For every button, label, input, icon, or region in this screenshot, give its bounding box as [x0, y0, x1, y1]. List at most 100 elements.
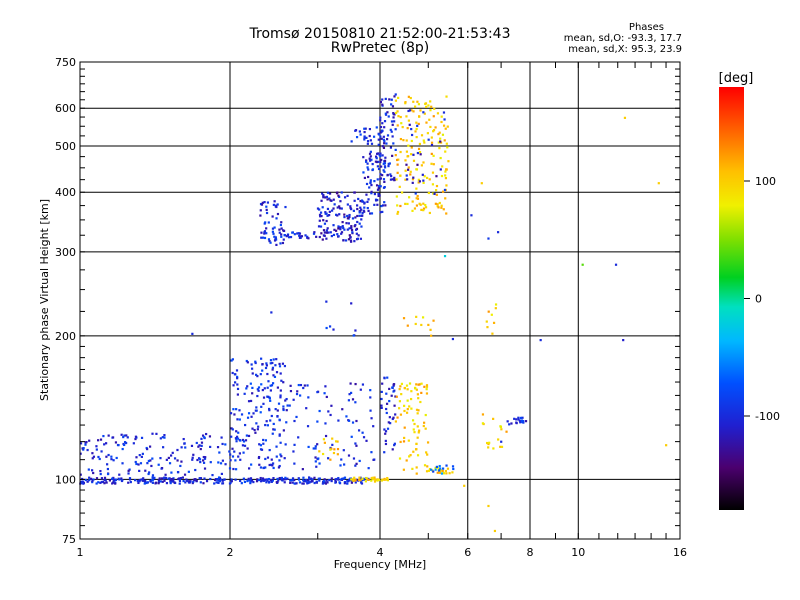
data-point	[412, 176, 415, 179]
data-point	[314, 460, 317, 463]
data-point	[441, 190, 445, 193]
data-point	[299, 383, 303, 387]
data-point	[397, 115, 400, 118]
data-point	[281, 362, 285, 365]
data-point	[235, 430, 238, 433]
data-point	[265, 364, 269, 367]
data-point	[296, 232, 299, 235]
data-point	[407, 168, 410, 171]
data-point	[145, 481, 148, 485]
data-point	[432, 163, 435, 166]
data-point	[357, 197, 360, 201]
data-point	[201, 434, 205, 437]
data-point	[293, 478, 296, 482]
data-point	[268, 448, 271, 452]
data-point	[318, 477, 321, 480]
data-point	[297, 478, 301, 481]
data-point	[348, 234, 351, 237]
data-point	[249, 482, 252, 485]
data-point	[313, 476, 316, 479]
data-point	[259, 214, 262, 217]
data-point	[362, 477, 365, 480]
data-point	[140, 436, 144, 439]
data-point	[138, 469, 141, 472]
data-point	[421, 316, 425, 319]
data-point	[325, 219, 328, 223]
data-point	[315, 465, 318, 468]
data-point	[396, 124, 399, 127]
data-point	[315, 480, 318, 483]
data-point	[413, 207, 417, 210]
data-point	[255, 480, 259, 483]
data-point	[322, 438, 326, 441]
data-point	[276, 409, 279, 412]
data-point	[407, 95, 410, 98]
data-point	[161, 480, 164, 483]
data-point	[359, 133, 362, 136]
data-point	[324, 211, 327, 214]
data-point	[314, 447, 317, 450]
data-point	[368, 157, 371, 160]
data-point	[157, 480, 161, 483]
data-point	[92, 478, 95, 481]
data-point	[405, 139, 408, 142]
data-point	[220, 436, 223, 439]
data-point	[418, 429, 421, 432]
data-point	[87, 468, 90, 471]
data-point	[425, 384, 429, 387]
data-point	[202, 482, 205, 485]
data-point	[197, 445, 200, 448]
data-point	[278, 231, 281, 234]
data-point	[370, 190, 373, 193]
data-point	[302, 476, 305, 479]
data-point	[91, 481, 94, 484]
data-point	[209, 461, 212, 464]
axis-ticks	[79, 61, 681, 539]
data-point	[375, 126, 378, 129]
data-point	[430, 468, 433, 471]
data-point	[401, 191, 404, 194]
data-point	[172, 477, 175, 480]
data-point	[403, 404, 406, 407]
data-point	[352, 479, 355, 482]
data-point	[199, 447, 202, 451]
data-point	[308, 476, 311, 479]
data-point	[435, 175, 438, 178]
data-point	[372, 425, 375, 428]
data-point	[379, 116, 382, 119]
data-point	[487, 446, 490, 449]
data-point	[385, 407, 388, 411]
data-point	[103, 476, 107, 479]
data-point	[377, 138, 380, 141]
data-point	[86, 448, 89, 452]
data-point	[344, 239, 348, 242]
data-point	[393, 404, 396, 407]
data-point	[350, 225, 353, 228]
data-point	[487, 504, 490, 508]
data-point	[430, 136, 433, 139]
data-point	[99, 472, 102, 476]
data-point	[350, 228, 354, 232]
data-point	[419, 153, 422, 156]
data-point	[271, 432, 274, 435]
data-point	[236, 387, 240, 391]
data-point	[280, 221, 283, 224]
data-point	[439, 137, 442, 140]
data-point	[249, 480, 252, 483]
data-point	[324, 196, 327, 199]
data-point	[380, 390, 383, 393]
data-point	[266, 386, 269, 389]
data-point	[423, 141, 426, 144]
data-point	[261, 201, 264, 204]
data-point	[123, 441, 127, 444]
data-point	[256, 428, 259, 431]
data-point	[293, 482, 296, 485]
data-point	[427, 138, 430, 141]
data-point	[330, 209, 334, 212]
data-point	[282, 429, 285, 432]
data-point	[407, 155, 410, 158]
x-tick-label: 6	[464, 546, 471, 559]
data-point	[107, 453, 110, 457]
data-point	[276, 203, 279, 206]
data-point	[433, 107, 436, 110]
